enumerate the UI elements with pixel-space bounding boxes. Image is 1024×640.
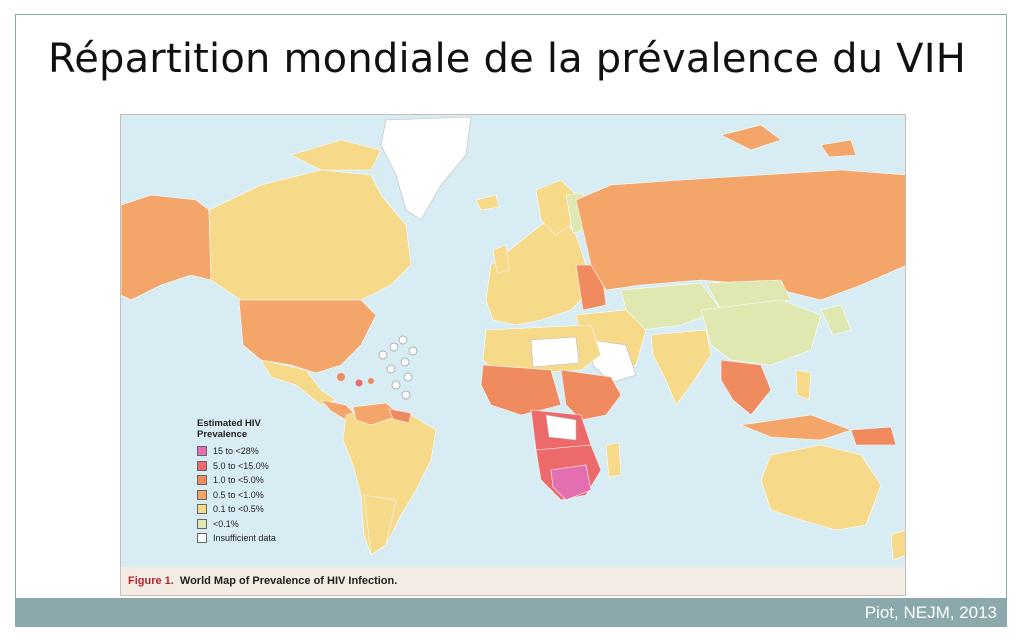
legend-swatch [197, 489, 207, 500]
legend-label: 15 to <28% [213, 446, 259, 457]
legend-swatch [197, 504, 207, 515]
legend-item: 1.0 to <5.0% [197, 473, 297, 488]
world-map [121, 115, 905, 567]
india-region [650, 329, 712, 406]
legend-item: 5.0 to <15.0% [197, 459, 297, 474]
korea-japan-region [820, 304, 852, 336]
east-africa-region [560, 369, 622, 421]
greenland-region [380, 116, 472, 221]
legend-item: 0.1 to <0.5% [197, 502, 297, 517]
footer-bar: Piot, NEJM, 2013 [15, 598, 1007, 627]
figure-label: Figure 1. [128, 575, 174, 587]
legend-title: Estimated HIV Prevalence [197, 418, 261, 440]
legend-label: <0.1% [213, 518, 239, 529]
map-figure: Estimated HIV Prevalence 15 to <28% 5.0 … [120, 114, 906, 596]
southeast-asia-region [720, 359, 772, 416]
south-america-region [342, 404, 437, 556]
arctic-russia-islands-2 [820, 139, 857, 158]
legend-swatch [197, 475, 207, 486]
congo-insufficient [545, 414, 577, 441]
legend-swatch [197, 460, 207, 471]
legend-label: 1.0 to <5.0% [213, 475, 264, 486]
legend-swatch [197, 446, 207, 457]
figure-caption: Figure 1. World Map of Prevalence of HIV… [128, 575, 397, 587]
sahara-insufficient [530, 336, 580, 368]
new-zealand-region [890, 530, 905, 561]
legend-swatch [197, 533, 207, 544]
west-africa-region [480, 364, 562, 416]
map-legend: Estimated HIV Prevalence 15 to <28% 5.0 … [197, 418, 297, 546]
china-region [700, 299, 822, 366]
source-credit: Piot, NEJM, 2013 [864, 603, 997, 622]
madagascar-region [605, 442, 622, 478]
legend-item: 0.5 to <1.0% [197, 488, 297, 503]
southern-cone-region [363, 494, 397, 556]
legend-item: 15 to <28% [197, 444, 297, 459]
high-prevalence-region [550, 464, 592, 501]
scandinavia-region [535, 179, 577, 236]
papua-region [850, 426, 897, 446]
legend-item: <0.1% [197, 517, 297, 532]
legend-swatch [197, 518, 207, 529]
legend-label: Insufficient data [213, 533, 276, 544]
canada-region [208, 169, 412, 301]
guianas-region [388, 408, 412, 424]
figure-caption-text: World Map of Prevalence of HIV Infection… [179, 575, 398, 587]
usa-region [238, 299, 377, 374]
arctic-russia-islands [720, 124, 782, 151]
legend-label: 0.1 to <0.5% [213, 504, 264, 515]
legend-label: 0.5 to <1.0% [213, 489, 264, 500]
slide-title: Répartition mondiale de la prévalence du… [48, 36, 967, 82]
iceland-region [475, 194, 500, 211]
alaska-region [121, 194, 212, 301]
arctic-islands [290, 139, 382, 171]
philippines-region [795, 369, 812, 401]
legend-item: Insufficient data [197, 531, 297, 546]
legend-label: 5.0 to <15.0% [213, 460, 269, 471]
indonesia-region [739, 414, 852, 441]
venezuela-region [352, 402, 402, 426]
russia-region [575, 169, 905, 301]
uk-region [492, 244, 510, 274]
caribbean-callouts [378, 335, 418, 400]
australia-region [760, 444, 882, 531]
